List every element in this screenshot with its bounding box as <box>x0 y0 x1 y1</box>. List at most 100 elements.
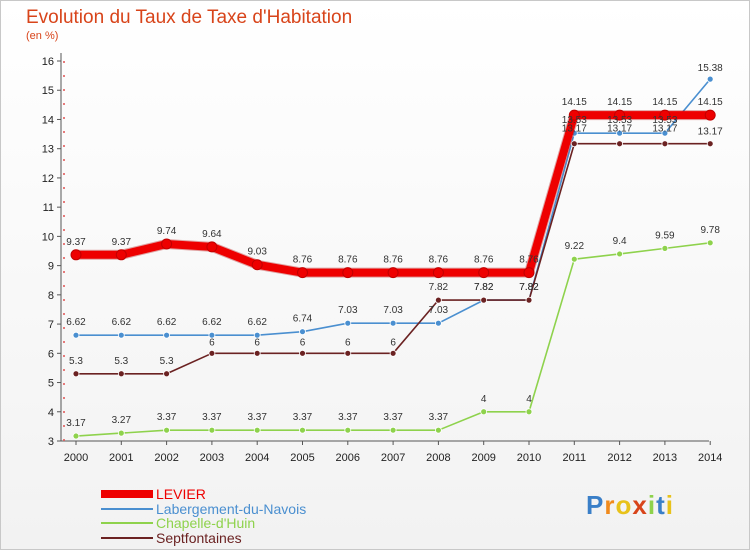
data-label: 7.03 <box>429 305 449 316</box>
series-point <box>706 239 714 247</box>
series-point <box>434 319 442 327</box>
data-label: 6.62 <box>247 317 267 328</box>
series-point <box>253 331 261 339</box>
data-label: 13.17 <box>562 124 587 135</box>
series-point <box>163 331 171 339</box>
series-point <box>432 267 444 279</box>
x-tick-label: 2002 <box>154 452 178 464</box>
data-label: 8.76 <box>338 255 358 266</box>
data-label: 9.22 <box>565 241 585 252</box>
x-tick-label: 2010 <box>517 452 541 464</box>
data-label: 8.76 <box>383 255 403 266</box>
chart-subtitle: (en %) <box>26 30 59 42</box>
logo-letter: P <box>586 490 605 520</box>
series-point <box>616 250 623 258</box>
y-tick-label: 8 <box>48 290 54 302</box>
y-tick-label: 3 <box>48 436 54 448</box>
data-label: 7.82 <box>519 282 539 293</box>
data-label: 13.53 <box>607 115 632 126</box>
series-point <box>389 349 397 357</box>
logo-letter: o <box>615 490 633 520</box>
data-label: 3.17 <box>66 418 86 429</box>
data-label: 6.62 <box>112 317 132 328</box>
series-point <box>480 296 488 304</box>
series-point <box>478 267 490 279</box>
series-point <box>568 109 580 121</box>
data-label: 7.82 <box>474 282 494 293</box>
data-label: 9.4 <box>613 236 627 247</box>
data-label: 15.38 <box>698 63 723 74</box>
data-label: 6 <box>300 337 306 348</box>
series-point <box>163 370 171 378</box>
data-label: 7.03 <box>383 305 403 316</box>
series-point <box>299 349 306 357</box>
y-tick-label: 14 <box>42 114 54 126</box>
legend-label: LEVIER <box>156 486 206 502</box>
series-point <box>342 267 354 279</box>
logo-letter: i <box>665 490 674 520</box>
series-point <box>208 331 216 339</box>
data-label: 3.37 <box>202 412 222 423</box>
series-point <box>206 241 218 253</box>
series-point <box>389 426 397 434</box>
data-label: 4 <box>481 394 487 405</box>
series-point <box>389 319 397 327</box>
data-label: 5.3 <box>69 356 83 367</box>
data-label: 8.76 <box>429 255 449 266</box>
data-label: 14.15 <box>607 97 632 108</box>
data-label: 3.37 <box>338 412 358 423</box>
logo-letter: x <box>632 490 648 520</box>
series-point <box>117 429 125 437</box>
x-tick-label: 2001 <box>109 452 133 464</box>
data-label: 6.74 <box>293 314 313 325</box>
data-label: 4 <box>526 394 532 405</box>
series-point <box>253 349 261 357</box>
data-label: 8.76 <box>474 255 494 266</box>
series-point <box>570 255 578 263</box>
x-tick-label: 2007 <box>381 452 405 464</box>
data-label: 6 <box>209 337 215 348</box>
series-point <box>297 267 308 279</box>
series-point <box>704 109 716 121</box>
data-label: 13.17 <box>607 124 632 135</box>
data-label: 9.03 <box>247 247 267 258</box>
y-tick-label: 10 <box>42 231 54 243</box>
logo-letter: i <box>647 490 657 520</box>
series-line-shadow <box>76 110 711 278</box>
data-label: 7.82 <box>474 282 494 293</box>
data-label: 6.62 <box>202 317 222 328</box>
series-point <box>525 408 533 416</box>
data-label: 14.15 <box>652 97 677 108</box>
data-label: 9.78 <box>700 225 720 236</box>
data-label: 7.82 <box>429 282 449 293</box>
data-label: 13.53 <box>562 115 587 126</box>
series-point <box>208 349 216 357</box>
data-label: 3.37 <box>383 412 403 423</box>
x-tick-label: 2008 <box>426 452 450 464</box>
legend-label: Chapelle-d'Huin <box>156 515 255 531</box>
data-label: 3.37 <box>429 412 449 423</box>
x-tick-label: 2009 <box>471 452 495 464</box>
data-label: 6 <box>345 337 351 348</box>
data-label: 7.82 <box>519 282 539 293</box>
logo-letter: r <box>604 490 616 520</box>
series-point <box>161 238 173 250</box>
series-point <box>387 267 399 279</box>
y-tick-label: 6 <box>48 348 54 360</box>
series-point <box>251 259 263 271</box>
series-point <box>344 319 352 327</box>
y-tick-label: 9 <box>48 261 54 273</box>
y-tick-label: 15 <box>42 85 54 97</box>
y-tick-label: 5 <box>48 378 54 390</box>
series-point <box>299 328 306 336</box>
data-label: 14.15 <box>562 97 587 108</box>
series-point <box>115 249 127 261</box>
x-tick-label: 2006 <box>336 452 360 464</box>
y-tick-label: 4 <box>48 407 54 419</box>
data-label: 13.53 <box>652 115 677 126</box>
series-point <box>72 370 80 378</box>
x-tick-label: 2011 <box>562 452 586 464</box>
data-label: 9.59 <box>655 230 675 241</box>
data-label: 7.03 <box>338 305 358 316</box>
